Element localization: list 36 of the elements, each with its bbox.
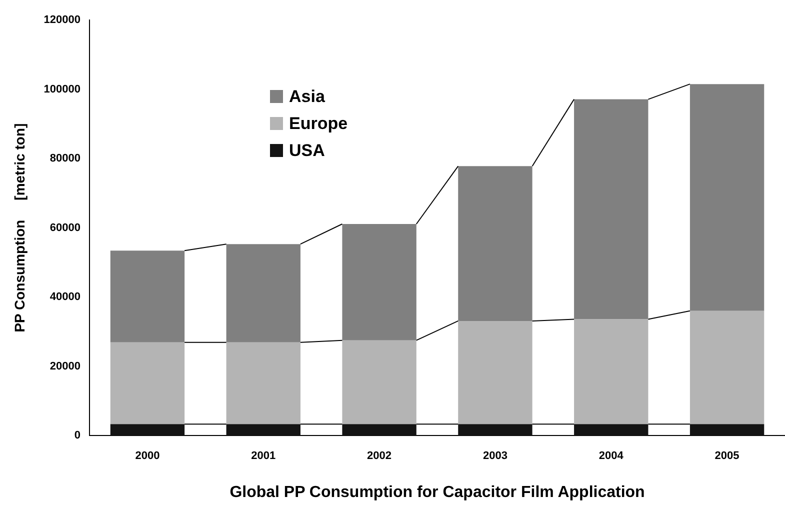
bar [342,224,416,340]
bar [574,424,648,436]
bar [574,99,648,320]
bar [110,424,185,436]
y-tick-label: 100000 [44,83,81,96]
bar [690,310,764,424]
bar [226,244,300,342]
y-tick-label: 0 [74,430,81,442]
legend-label: Europe [289,114,348,134]
x-tick-label: 2002 [367,450,392,462]
bar [226,424,300,436]
bar [342,424,416,436]
y-tick-label: 40000 [50,291,81,304]
y-tick-label: 20000 [50,360,81,372]
x-tick-label: 2003 [482,450,508,462]
y-tick-label: 60000 [50,222,81,234]
legend-label: USA [289,140,325,160]
bar [458,320,532,424]
x-tick-label: 2004 [598,450,624,462]
bar [458,166,532,321]
x-tick-label: 2005 [714,450,740,462]
x-axis-title: Global PP Consumption for Capacitor Film Application [230,484,645,501]
bar [110,342,185,424]
bar [690,84,764,311]
bar [226,342,300,424]
bar [110,250,185,342]
y-tick-label: 80000 [50,152,81,165]
x-tick-label: 2001 [251,450,276,462]
y-axis-title: PP Consumption [metric ton] [11,123,28,332]
bar [342,340,416,424]
bar [690,424,764,436]
y-tick-label: 120000 [44,14,81,26]
legend-label: Asia [289,86,325,106]
bar [458,424,532,436]
bar [574,319,648,424]
x-tick-label: 2000 [135,450,160,462]
